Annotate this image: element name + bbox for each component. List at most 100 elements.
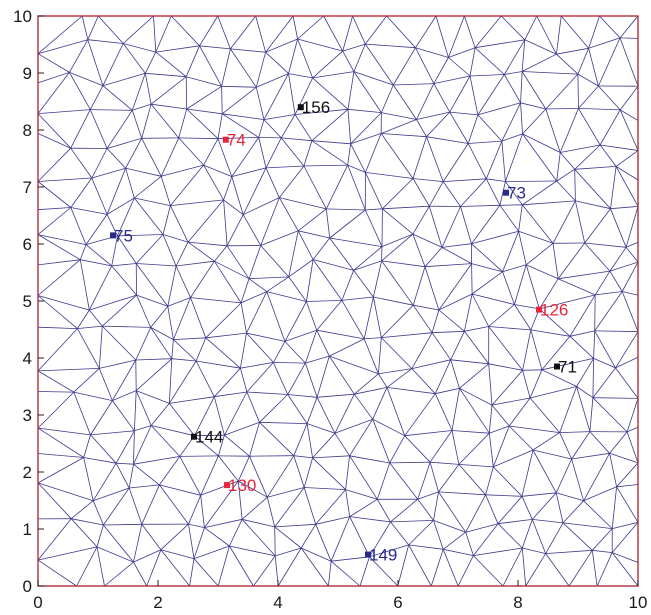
mesh-edge bbox=[599, 144, 617, 167]
mesh-edge bbox=[141, 524, 162, 550]
mesh-edge bbox=[242, 167, 267, 215]
mesh-edge bbox=[382, 205, 430, 210]
mesh-edge bbox=[449, 111, 469, 144]
mesh-edge bbox=[293, 455, 305, 488]
mesh-edge bbox=[508, 425, 534, 451]
mesh-edge bbox=[341, 270, 354, 301]
mesh-edge bbox=[223, 199, 244, 216]
mesh-edge bbox=[117, 197, 135, 237]
mesh-edge bbox=[117, 235, 137, 264]
mesh-edge bbox=[574, 169, 611, 209]
mesh-edge bbox=[217, 545, 230, 587]
mesh-edge bbox=[592, 397, 628, 433]
mesh-edge bbox=[274, 526, 276, 556]
mesh-edge bbox=[349, 516, 391, 523]
mesh-edge bbox=[186, 108, 219, 139]
mesh-edge bbox=[288, 73, 313, 79]
mesh-edge bbox=[37, 177, 92, 182]
mesh-edge bbox=[616, 462, 639, 488]
mesh-edge bbox=[380, 119, 417, 134]
mesh-edge bbox=[70, 147, 93, 179]
mesh-edge bbox=[562, 500, 584, 524]
mesh-edge bbox=[173, 297, 191, 340]
mesh-edge bbox=[449, 111, 478, 116]
mesh-edge bbox=[317, 393, 355, 398]
mesh-edge bbox=[106, 168, 126, 215]
mesh-edge bbox=[155, 45, 200, 53]
mesh-edge bbox=[266, 291, 286, 342]
mesh-edge bbox=[263, 114, 296, 120]
mesh-edge bbox=[509, 425, 560, 433]
node-label-144: 144 bbox=[195, 428, 223, 447]
mesh-edge bbox=[341, 300, 365, 340]
mesh-edge bbox=[467, 143, 487, 179]
mesh-edge bbox=[502, 271, 515, 305]
mesh-edge bbox=[303, 487, 317, 525]
mesh-edge bbox=[179, 455, 219, 457]
mesh-edge bbox=[329, 237, 383, 247]
mesh-edge bbox=[102, 43, 124, 86]
mesh-edge bbox=[279, 197, 327, 210]
mesh-edge bbox=[442, 549, 459, 587]
mesh-edge bbox=[255, 52, 266, 88]
mesh-edge bbox=[524, 39, 557, 55]
mesh-edge bbox=[571, 458, 584, 501]
mesh-edge bbox=[325, 164, 349, 210]
mesh-edge bbox=[502, 547, 523, 587]
mesh-edge bbox=[615, 150, 639, 167]
mesh-edge bbox=[125, 168, 135, 199]
mesh-edge bbox=[450, 359, 489, 365]
mesh-edge bbox=[571, 431, 591, 460]
mesh-edge bbox=[505, 180, 557, 182]
mesh-edge bbox=[89, 85, 104, 110]
mesh-edge bbox=[136, 294, 168, 307]
mesh-edge bbox=[364, 15, 387, 45]
mesh-edge bbox=[471, 205, 501, 244]
mesh-edge bbox=[175, 241, 189, 267]
mesh-edge bbox=[390, 520, 434, 523]
mesh-edge bbox=[541, 358, 594, 371]
mesh-edge bbox=[311, 140, 351, 145]
mesh-edge bbox=[342, 50, 355, 72]
mesh-edge bbox=[600, 144, 639, 151]
mesh-edge bbox=[433, 57, 449, 84]
mesh-edge bbox=[265, 38, 298, 53]
mesh-edge bbox=[136, 263, 177, 267]
mesh-edge bbox=[468, 140, 502, 144]
mesh-edge bbox=[575, 200, 611, 210]
mesh-edge bbox=[141, 104, 152, 139]
mesh-edge bbox=[288, 230, 299, 277]
mesh-edge bbox=[594, 330, 639, 332]
mesh-edge bbox=[625, 206, 639, 248]
mesh-edge bbox=[347, 164, 366, 211]
mesh-edge bbox=[203, 138, 219, 166]
mesh-edge bbox=[83, 457, 94, 501]
mesh-edge bbox=[558, 270, 610, 280]
mesh-edge bbox=[381, 332, 433, 338]
mesh-edge bbox=[203, 164, 232, 177]
mesh-edge bbox=[592, 367, 616, 398]
mesh-edge bbox=[37, 53, 70, 73]
node-marker-144 bbox=[191, 433, 197, 440]
mesh-edge bbox=[386, 368, 413, 388]
mesh-edge bbox=[329, 237, 354, 271]
mesh-edge bbox=[471, 263, 503, 273]
mesh-edge bbox=[150, 425, 181, 457]
mesh-edge bbox=[541, 336, 571, 371]
mesh-edge bbox=[144, 73, 152, 105]
mesh-edge bbox=[592, 358, 594, 398]
mesh-edge bbox=[560, 144, 601, 153]
mesh-edge bbox=[134, 390, 137, 431]
mesh-edge bbox=[372, 419, 391, 464]
mesh-edge bbox=[260, 197, 280, 246]
mesh-edge bbox=[200, 480, 239, 496]
mesh-edge bbox=[577, 74, 579, 109]
mesh-edge bbox=[258, 137, 282, 139]
mesh-edge bbox=[303, 457, 313, 488]
mesh-edge bbox=[37, 39, 88, 55]
mesh-edge bbox=[329, 338, 365, 357]
mesh-edge bbox=[381, 133, 427, 138]
mesh-edge bbox=[435, 15, 449, 58]
mesh-edge bbox=[354, 373, 379, 395]
node-marker-74 bbox=[222, 136, 229, 143]
